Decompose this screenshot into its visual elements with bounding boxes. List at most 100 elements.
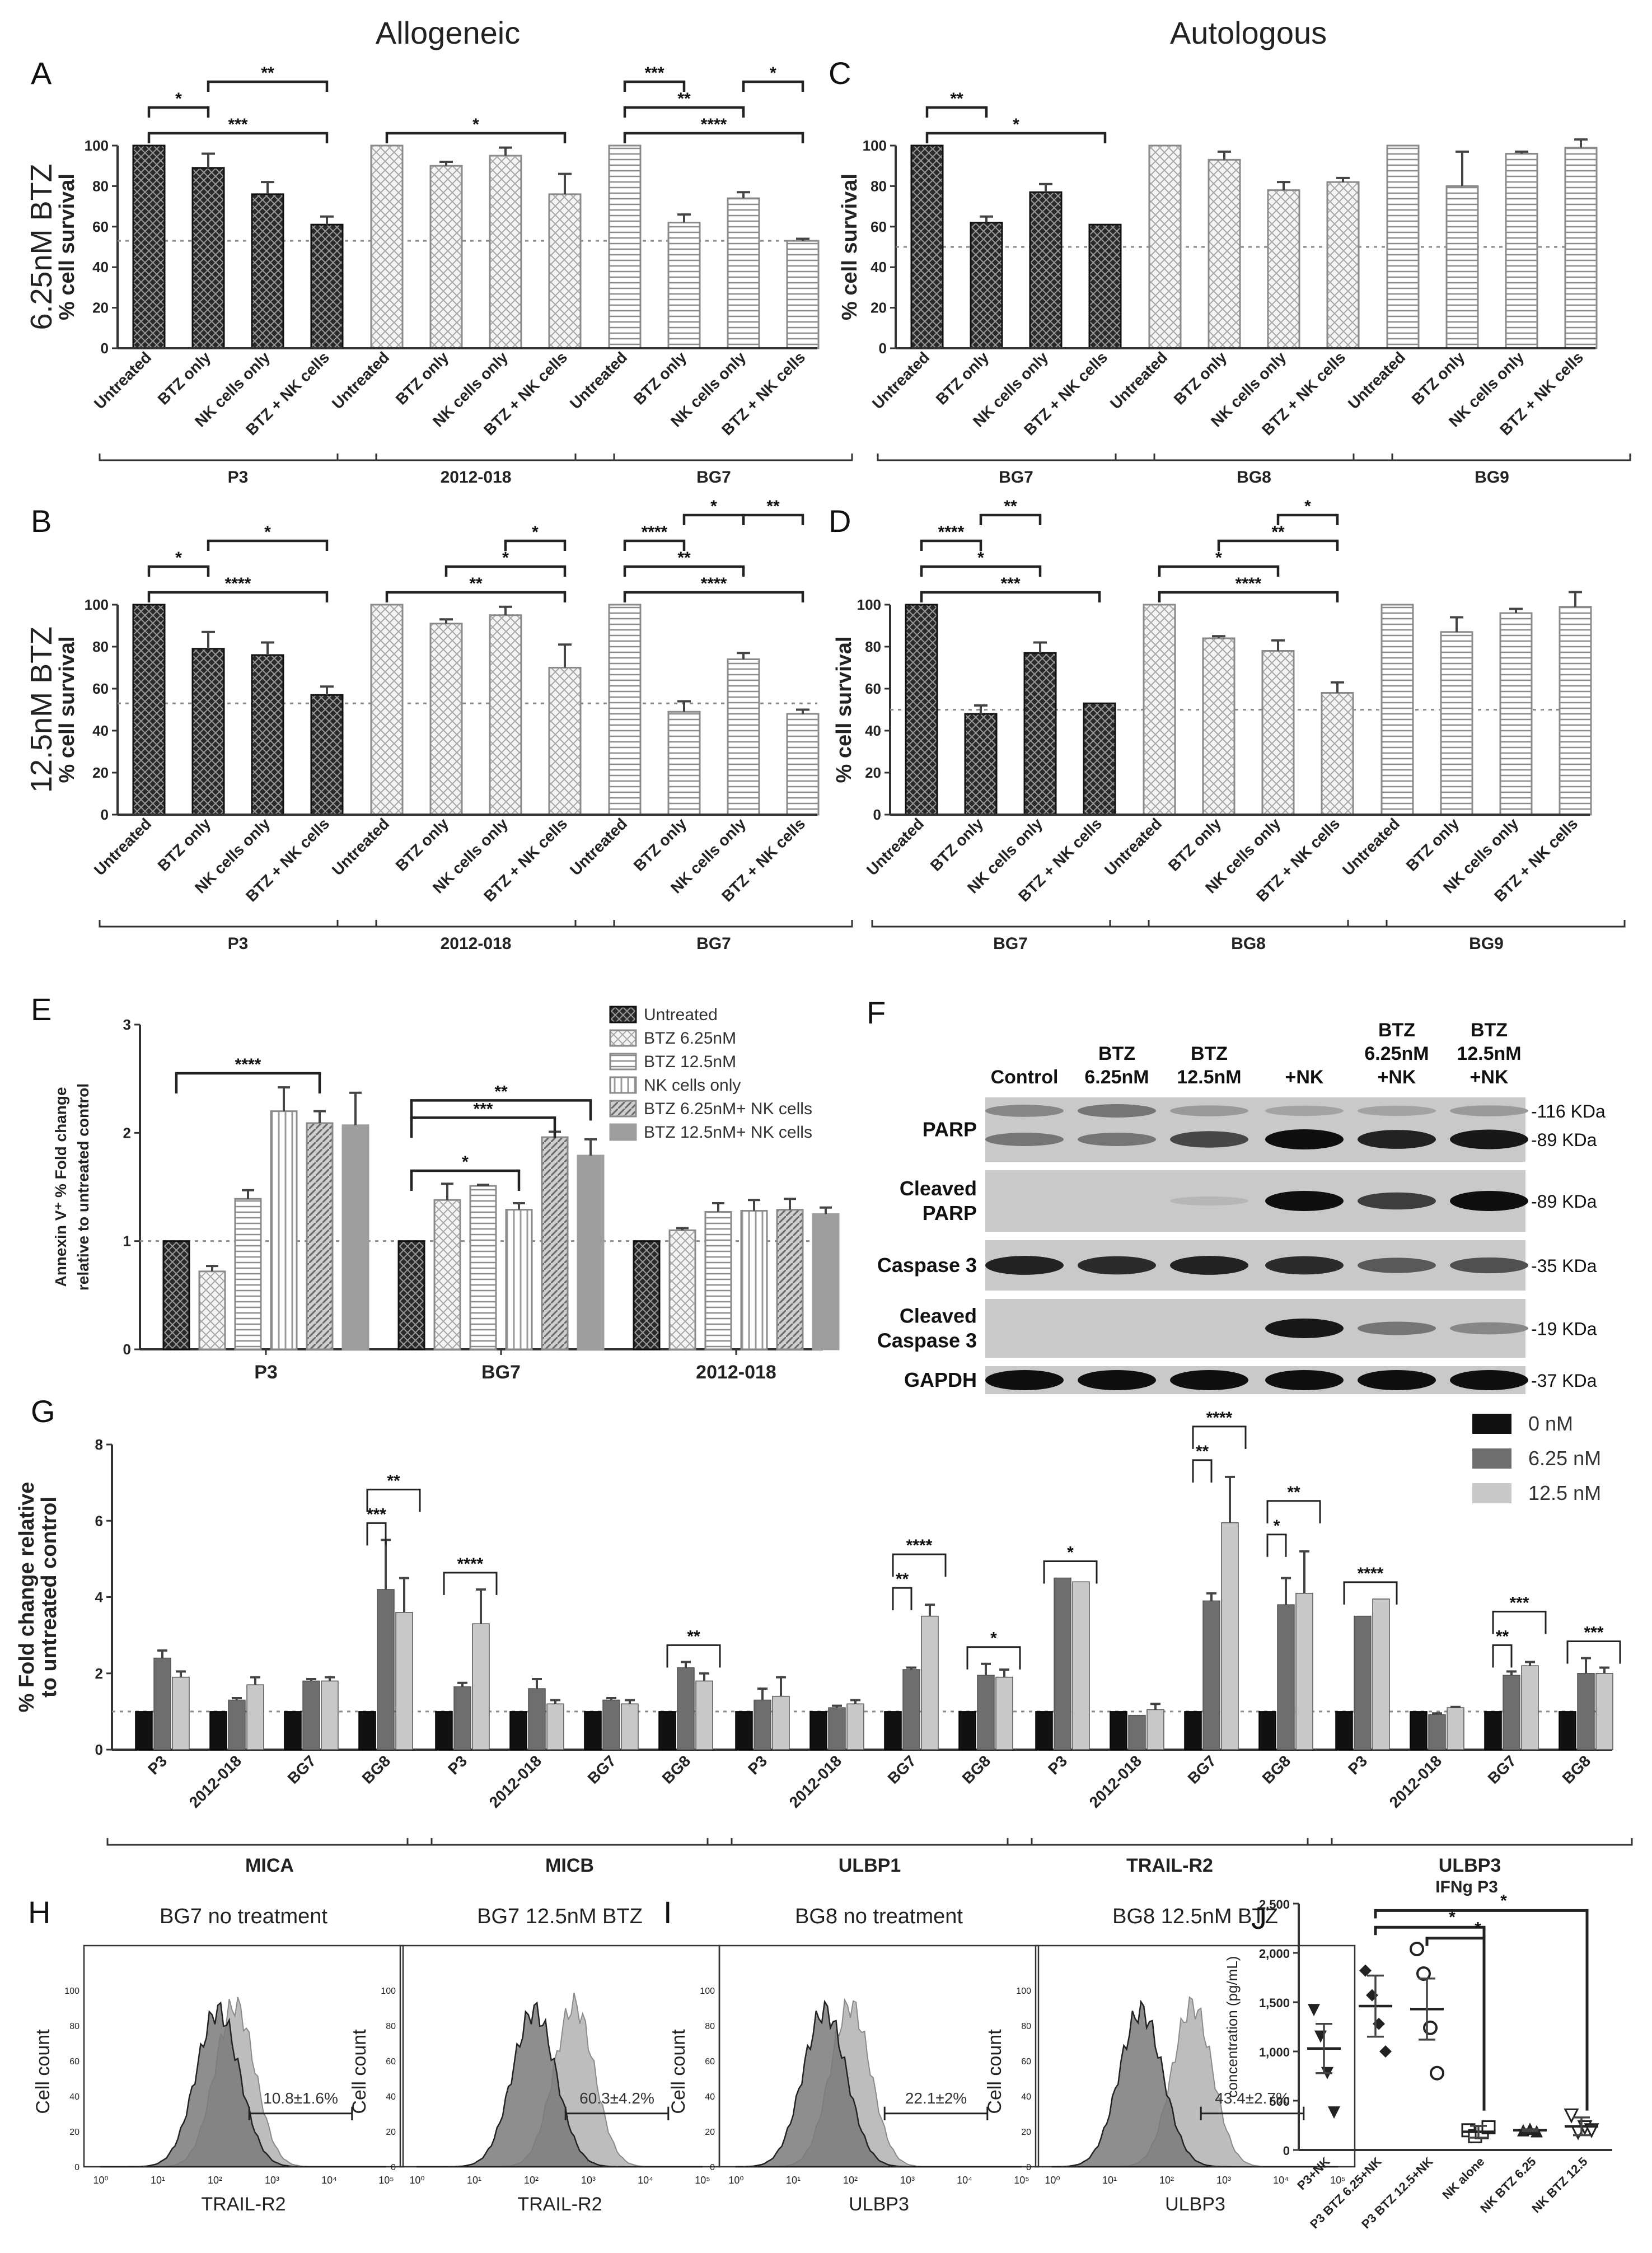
error-bar [980, 215, 993, 223]
bar [1499, 612, 1533, 816]
group-bracket [574, 454, 853, 461]
legend-label: NK cells only [644, 1076, 741, 1095]
bar [509, 1711, 527, 1750]
bar [1440, 631, 1473, 816]
blot-band [1450, 1322, 1528, 1335]
significance-label: ** [766, 497, 780, 516]
error-bar [1506, 1670, 1517, 1676]
blot-band [1265, 1129, 1344, 1149]
error-bar [999, 1668, 1009, 1677]
error-bar [206, 1265, 218, 1272]
significance-bracket [682, 513, 745, 525]
blot-band [985, 1133, 1064, 1146]
bar [1029, 191, 1063, 349]
significance-label: **** [235, 1055, 261, 1074]
group-label: P3 [228, 934, 249, 953]
category-label: 2012-018 [1086, 1752, 1145, 1811]
bar [1072, 1581, 1090, 1750]
bar [1148, 144, 1182, 349]
significance-label: *** [1509, 1593, 1529, 1612]
significance-bracket [410, 1116, 556, 1138]
y-tick-label: 2,000 [1259, 1947, 1290, 1961]
x-tick-label: 10⁰ [1045, 2175, 1060, 2186]
gate-line [1200, 2106, 1305, 2120]
blot-band [1358, 1192, 1436, 1210]
group-label: BG7 [999, 468, 1033, 487]
error-bar [1299, 1550, 1309, 1593]
significance-label: * [264, 523, 271, 541]
error-bar [157, 1649, 167, 1658]
significance-label: ** [950, 90, 963, 108]
blot-band [985, 1370, 1064, 1390]
bar [677, 1667, 695, 1750]
group-label: TRAIL-R2 [1126, 1855, 1213, 1876]
y-tick-label: 20 [92, 764, 109, 781]
category-label: BG8 [1559, 1752, 1594, 1787]
bar [132, 144, 166, 349]
significance-label: * [710, 497, 717, 516]
error-bar [699, 1672, 709, 1681]
group-bracket [877, 454, 1155, 461]
y-tick-label: 3 [123, 1016, 131, 1033]
significance-bracket [666, 1644, 721, 1668]
bar [1445, 185, 1479, 349]
significance-bracket [1043, 1560, 1098, 1584]
bar [1335, 1711, 1353, 1750]
category-label: Untreated [91, 348, 155, 412]
y-axis-label: Cell count [349, 2029, 370, 2114]
x-tick-label: 10¹ [786, 2175, 801, 2186]
blot-band [1078, 1133, 1156, 1146]
bar [162, 1240, 190, 1350]
bar [548, 193, 582, 349]
bar [234, 1198, 262, 1350]
group-bracket [1353, 454, 1631, 461]
bar [608, 144, 642, 349]
error-bar [677, 700, 691, 712]
y-tick-label: 20 [1021, 2128, 1031, 2137]
y-tick-label: 4 [95, 1589, 104, 1606]
isotype-histogram [417, 2001, 703, 2168]
bar [772, 1695, 790, 1750]
x-tick-label: 10⁴ [957, 2175, 972, 2186]
significance-label: **** [701, 574, 727, 593]
legend-swatch [1472, 1483, 1511, 1503]
error-bar [784, 1198, 796, 1210]
bar [1577, 1673, 1595, 1750]
significance-label: * [1500, 1891, 1507, 1910]
significance-label: ** [687, 1627, 700, 1646]
bar [172, 1676, 190, 1750]
gate-line [564, 2106, 670, 2120]
error-bar [439, 618, 453, 624]
x-tick-label: 10⁴ [1273, 2175, 1289, 2186]
error-bar [1599, 1666, 1609, 1674]
bar [668, 1229, 696, 1350]
category-label: BG8 [1259, 1752, 1294, 1787]
group-bracket [336, 454, 615, 461]
blot-column-label: 12.5nM [1457, 1043, 1521, 1064]
significance-bracket [175, 1072, 321, 1093]
error-bar [737, 191, 750, 199]
significance-label: * [175, 90, 182, 108]
error-bar [737, 652, 750, 660]
error-bar [1574, 138, 1588, 148]
significance-label: * [532, 523, 539, 541]
bar [1380, 604, 1414, 816]
blot-band [1358, 1130, 1436, 1149]
error-bar [176, 1670, 186, 1677]
x-tick-label: 10⁵ [1014, 2175, 1029, 2186]
error-bar [1206, 1592, 1216, 1601]
significance-bracket [623, 565, 745, 577]
sem-bar [1316, 2022, 1332, 2074]
significance-label: ** [469, 574, 483, 593]
y-tick-label: 60 [386, 2057, 396, 2067]
significance-bracket [1343, 1581, 1398, 1605]
panel-h-histograms: H BG7 no treatment 0 20 40 60 80 100 10⁰ 10¹ 10² 10… [28, 1895, 1356, 2215]
error-bar [677, 213, 691, 223]
y-tick-label: 1,000 [1259, 2045, 1290, 2059]
significance-label: **** [225, 574, 251, 593]
bar [191, 648, 225, 816]
legend-label: 0 nM [1528, 1412, 1573, 1435]
y-tick-label: 80 [386, 2022, 396, 2031]
blot-band [1078, 1256, 1156, 1275]
blot-band [1450, 1105, 1528, 1116]
